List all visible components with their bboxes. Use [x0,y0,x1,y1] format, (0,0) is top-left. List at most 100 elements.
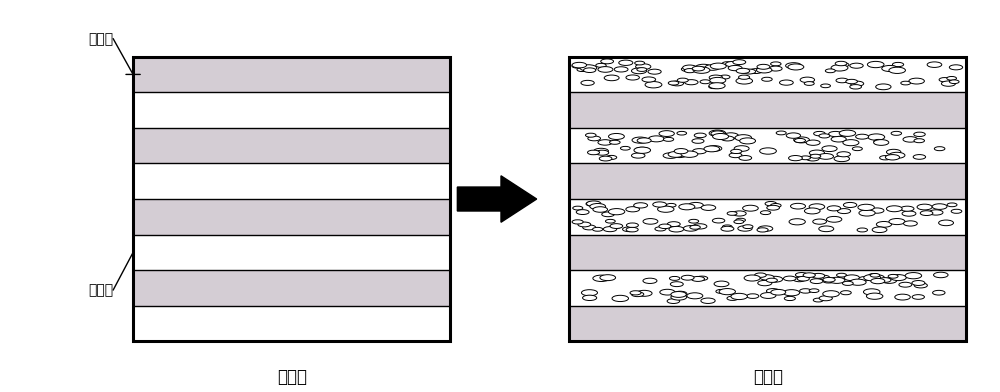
Circle shape [888,274,898,278]
Circle shape [794,138,806,143]
Circle shape [834,156,850,162]
Circle shape [843,202,857,207]
Circle shape [891,131,902,135]
Circle shape [797,276,809,281]
Circle shape [789,219,805,225]
Circle shape [620,146,630,150]
Circle shape [783,290,800,296]
Circle shape [677,131,687,135]
Circle shape [951,209,962,213]
Circle shape [733,211,746,216]
Circle shape [645,82,662,88]
Circle shape [710,77,726,83]
Circle shape [947,76,956,80]
Circle shape [803,273,815,278]
Circle shape [707,146,722,151]
Circle shape [757,228,768,232]
Circle shape [631,68,647,74]
Circle shape [795,272,808,277]
Circle shape [869,275,884,281]
Circle shape [709,85,719,89]
Circle shape [934,147,945,151]
Circle shape [693,67,710,73]
Bar [133,56,450,341]
Circle shape [909,78,924,84]
Circle shape [788,64,804,70]
Circle shape [866,293,883,299]
Circle shape [823,278,835,282]
Circle shape [673,152,686,158]
Circle shape [609,133,624,140]
Circle shape [836,78,848,83]
Circle shape [733,60,746,65]
Circle shape [819,134,830,138]
Circle shape [653,202,666,207]
Circle shape [760,211,771,214]
Circle shape [714,281,729,287]
Circle shape [721,226,734,231]
Circle shape [601,140,611,144]
Circle shape [669,276,680,280]
Circle shape [929,210,943,215]
Circle shape [895,294,910,300]
Circle shape [684,69,695,73]
Circle shape [736,218,745,222]
Circle shape [889,67,905,73]
Circle shape [593,275,610,281]
Circle shape [648,136,664,142]
Circle shape [586,201,601,206]
Circle shape [917,204,932,210]
Circle shape [689,220,699,223]
Circle shape [683,225,698,231]
Circle shape [692,139,704,143]
Circle shape [631,292,644,297]
Circle shape [858,204,874,211]
Circle shape [583,295,597,301]
Circle shape [852,147,862,151]
Circle shape [882,278,897,283]
Circle shape [583,225,596,230]
Circle shape [902,211,916,216]
Circle shape [603,227,617,232]
Circle shape [731,293,747,299]
Circle shape [809,289,819,292]
Circle shape [663,138,674,142]
Circle shape [831,65,848,71]
Circle shape [588,150,600,155]
Circle shape [684,80,698,85]
Circle shape [668,151,684,157]
Text: 发泡后: 发泡后 [753,368,783,386]
Circle shape [784,296,795,301]
Circle shape [939,78,950,82]
Circle shape [637,138,651,143]
Circle shape [572,220,583,224]
Circle shape [626,227,638,232]
Circle shape [791,203,806,209]
Circle shape [766,289,779,294]
Circle shape [590,203,606,209]
Bar [133,199,450,235]
Bar [133,92,450,128]
Circle shape [825,69,835,73]
Text: 发泡前: 发泡前 [277,368,307,386]
Circle shape [813,298,823,302]
Circle shape [586,201,598,206]
Circle shape [687,293,703,299]
Bar [133,270,450,306]
Circle shape [719,289,735,295]
Circle shape [789,156,802,161]
Polygon shape [457,176,537,222]
Circle shape [868,134,885,140]
Circle shape [758,280,772,286]
Bar [133,235,450,270]
Circle shape [668,81,679,85]
Circle shape [691,276,705,281]
Circle shape [874,140,889,145]
Circle shape [819,296,832,301]
Circle shape [701,298,715,303]
Circle shape [722,225,732,229]
Circle shape [642,77,656,82]
Circle shape [783,276,796,281]
Bar [133,56,450,92]
Circle shape [913,154,926,159]
